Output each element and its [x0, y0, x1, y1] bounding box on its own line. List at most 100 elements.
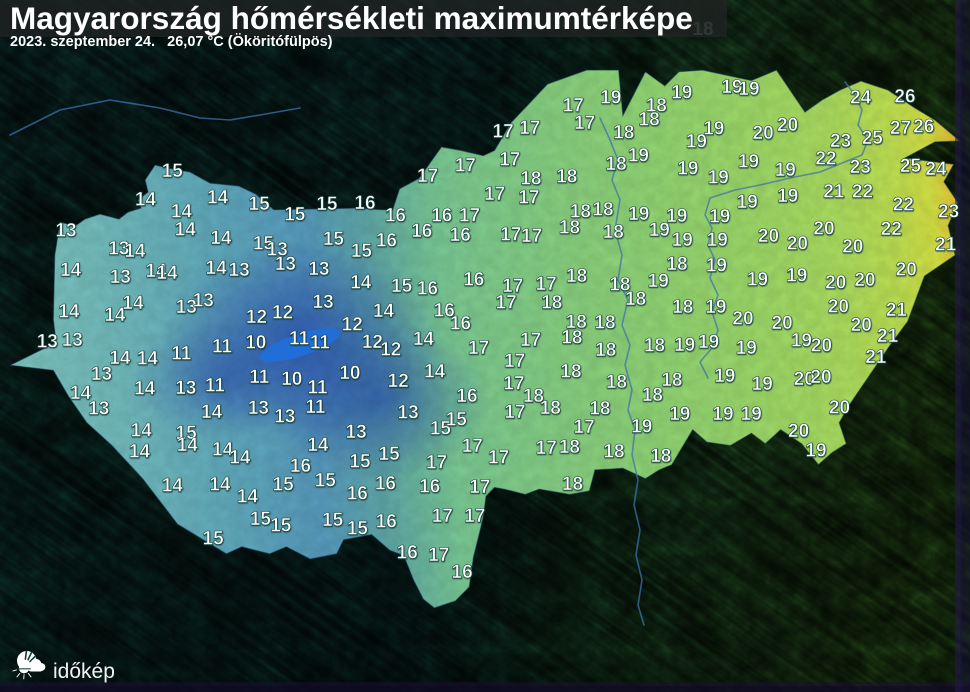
svg-text:16: 16 [354, 193, 375, 214]
svg-text:14: 14 [109, 348, 131, 369]
svg-text:14: 14 [207, 188, 229, 209]
svg-text:19: 19 [628, 204, 649, 225]
svg-text:21: 21 [877, 326, 899, 347]
svg-text:17: 17 [455, 155, 476, 176]
svg-text:23: 23 [850, 157, 871, 178]
svg-text:14: 14 [210, 228, 232, 249]
svg-text:15: 15 [249, 194, 271, 215]
svg-text:20: 20 [810, 367, 831, 388]
svg-text:15: 15 [446, 409, 468, 430]
svg-text:24: 24 [850, 88, 872, 109]
svg-text:17: 17 [496, 293, 517, 314]
svg-text:11: 11 [305, 397, 326, 418]
svg-text:19: 19 [736, 338, 757, 359]
svg-text:26: 26 [913, 116, 934, 137]
svg-text:14: 14 [58, 302, 80, 323]
svg-text:20: 20 [854, 270, 875, 291]
svg-text:20: 20 [828, 297, 849, 318]
svg-text:14: 14 [237, 487, 259, 508]
svg-text:26: 26 [894, 86, 915, 107]
svg-text:12: 12 [380, 340, 401, 361]
svg-text:19: 19 [600, 87, 621, 108]
svg-text:20: 20 [896, 260, 917, 281]
svg-text:14: 14 [424, 361, 446, 382]
svg-text:13: 13 [346, 422, 367, 443]
svg-text:21: 21 [935, 234, 957, 255]
svg-text:19: 19 [738, 79, 759, 100]
svg-text:16: 16 [411, 221, 432, 242]
svg-text:25: 25 [900, 156, 922, 177]
svg-text:17: 17 [504, 351, 525, 372]
svg-text:21: 21 [823, 182, 845, 203]
svg-text:12: 12 [342, 314, 363, 335]
svg-text:19: 19 [791, 331, 812, 352]
svg-text:22: 22 [893, 194, 914, 215]
svg-text:15: 15 [270, 516, 292, 537]
svg-text:14: 14 [131, 420, 153, 441]
svg-text:20: 20 [753, 123, 774, 144]
svg-text:20: 20 [777, 115, 798, 136]
svg-text:16: 16 [431, 206, 452, 227]
svg-text:17: 17 [428, 545, 449, 566]
svg-text:16: 16 [417, 279, 438, 300]
svg-text:19: 19 [752, 374, 773, 395]
svg-text:15: 15 [347, 519, 369, 540]
svg-text:20: 20 [758, 226, 779, 247]
svg-text:18: 18 [642, 385, 663, 406]
svg-text:14: 14 [134, 379, 156, 400]
svg-text:19: 19 [628, 145, 649, 166]
svg-text:17: 17 [499, 149, 520, 170]
svg-text:14: 14 [137, 349, 159, 370]
svg-text:18: 18 [559, 217, 580, 238]
svg-text:16: 16 [376, 511, 397, 532]
svg-text:18: 18 [561, 327, 582, 348]
svg-text:18: 18 [595, 340, 616, 361]
svg-text:12: 12 [246, 307, 267, 328]
svg-text:11: 11 [212, 337, 233, 358]
svg-text:17: 17 [518, 187, 539, 208]
svg-text:15: 15 [284, 205, 306, 226]
svg-text:22: 22 [852, 182, 873, 203]
svg-text:14: 14 [122, 293, 144, 314]
svg-text:18: 18 [644, 336, 665, 357]
svg-text:19: 19 [677, 159, 698, 180]
svg-text:18: 18 [560, 362, 581, 383]
svg-text:15: 15 [273, 474, 295, 495]
svg-text:19: 19 [712, 404, 733, 425]
svg-text:20: 20 [851, 315, 872, 336]
svg-text:19: 19 [775, 160, 796, 181]
svg-text:25: 25 [862, 128, 884, 149]
svg-text:10: 10 [339, 363, 360, 384]
svg-text:19: 19 [698, 332, 719, 353]
svg-text:13: 13 [313, 292, 334, 313]
svg-text:18: 18 [625, 289, 646, 310]
svg-text:16: 16 [456, 386, 477, 407]
svg-text:18: 18 [672, 297, 693, 318]
svg-text:18: 18 [562, 474, 583, 495]
svg-text:15: 15 [316, 194, 338, 215]
svg-text:17: 17 [488, 448, 509, 469]
svg-text:19: 19 [672, 230, 693, 251]
svg-text:13: 13 [248, 398, 269, 419]
svg-text:14: 14 [206, 258, 228, 279]
svg-text:11: 11 [289, 328, 310, 349]
svg-text:18: 18 [639, 110, 660, 131]
svg-text:10: 10 [281, 369, 302, 390]
svg-text:18: 18 [606, 154, 627, 175]
svg-text:11: 11 [171, 344, 192, 365]
svg-text:18: 18 [603, 442, 624, 463]
svg-text:16: 16 [347, 483, 368, 504]
svg-text:17: 17 [519, 118, 540, 139]
svg-text:14: 14 [201, 402, 223, 423]
svg-text:17: 17 [426, 452, 447, 473]
svg-text:18: 18 [541, 292, 562, 313]
svg-text:19: 19 [631, 416, 652, 437]
svg-text:15: 15 [323, 229, 345, 250]
svg-text:18: 18 [666, 254, 687, 275]
svg-text:16: 16 [450, 314, 471, 335]
svg-text:10: 10 [245, 332, 266, 353]
svg-text:14: 14 [60, 260, 82, 281]
svg-text:14: 14 [124, 241, 146, 262]
svg-text:15: 15 [351, 241, 373, 262]
svg-text:17: 17 [503, 373, 524, 394]
